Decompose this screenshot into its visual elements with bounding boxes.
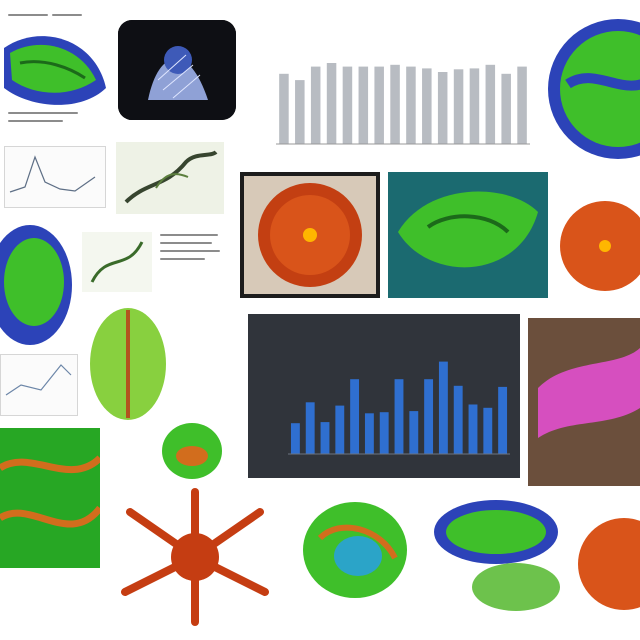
tile-sphere-top-right (548, 14, 640, 164)
bar (483, 407, 493, 454)
gray-chart-svg (276, 63, 530, 145)
text-line (160, 234, 218, 236)
bar (438, 361, 448, 454)
blue-bar-chart-panel (248, 314, 520, 478)
tile-lattice (528, 318, 640, 486)
bar (350, 379, 360, 454)
green-orb-svg (162, 423, 222, 479)
organelle-icon (118, 20, 236, 120)
line-chart-thumbnail (9, 155, 96, 193)
tile-green-leaf (388, 172, 548, 298)
bar (453, 69, 464, 144)
tile-green-texture (0, 428, 100, 568)
gray-bar-chart (258, 14, 540, 164)
tile-green-orb (160, 420, 224, 482)
bar (295, 80, 305, 144)
text-line (160, 258, 205, 260)
orange-cell-svg (244, 176, 376, 294)
bar (335, 405, 345, 454)
lattice-svg (538, 348, 640, 438)
bar (358, 66, 369, 144)
bar (320, 422, 330, 454)
bar (326, 63, 337, 144)
red-dendrite-svg (121, 488, 269, 626)
text-line (160, 242, 212, 244)
bar (279, 73, 289, 144)
bar (342, 66, 353, 144)
tile-blue-green-oval (432, 498, 560, 566)
blue-chart-svg (288, 361, 510, 455)
bar (379, 412, 389, 454)
bar (424, 379, 434, 454)
bar (485, 64, 496, 144)
tile-line-chart (4, 146, 106, 208)
green-leaf-svg (398, 191, 538, 268)
bar (390, 64, 400, 144)
tile-leaf-cell (0, 0, 110, 130)
orange-disc-svg (560, 201, 640, 291)
tile-left-plot (0, 354, 78, 416)
tile-leaf-left (0, 222, 72, 348)
text-line (8, 14, 48, 16)
dendrite-icon (124, 150, 218, 204)
tile-orange-disc-bottom (574, 516, 640, 612)
green-texture-svg (0, 455, 100, 528)
bar (310, 66, 321, 144)
bar (364, 413, 374, 454)
bar (468, 404, 478, 454)
tile-dendrite (116, 142, 224, 214)
tile-red-dendrite (110, 482, 280, 632)
bar (498, 386, 508, 454)
text-line (160, 250, 220, 252)
tile-orange-cell (240, 172, 380, 298)
tile-multicolor-cell (300, 498, 410, 602)
tile-orange-disc (560, 196, 640, 296)
green-blob-svg (472, 563, 560, 611)
text-line (8, 120, 63, 122)
text-line (52, 14, 82, 16)
multicolor-cell-svg (303, 502, 407, 598)
leaf-cell-icon (4, 36, 106, 105)
bar (394, 379, 404, 454)
blue-green-oval-svg (434, 500, 558, 564)
bar (305, 402, 315, 454)
tile-plant-sketch (80, 224, 230, 294)
tile-organelle (118, 20, 236, 120)
bar (374, 66, 384, 144)
left-plot-svg (5, 364, 72, 396)
bar (422, 68, 432, 144)
bar (437, 72, 448, 144)
bar (409, 411, 419, 454)
leaf-left-svg (0, 225, 72, 345)
text-line (8, 112, 78, 114)
bar (453, 385, 463, 454)
tile-green-blob (470, 562, 562, 612)
bar (406, 66, 416, 144)
bar (469, 68, 480, 144)
bar (501, 73, 511, 144)
striped-pod-svg (90, 308, 166, 420)
bar (517, 66, 527, 144)
plant-sketch-svg (82, 232, 152, 292)
tile-striped-pod (86, 304, 170, 424)
orange-disc-bottom-svg (578, 518, 640, 610)
mesh-sphere-icon (548, 19, 640, 159)
bar (290, 423, 300, 454)
